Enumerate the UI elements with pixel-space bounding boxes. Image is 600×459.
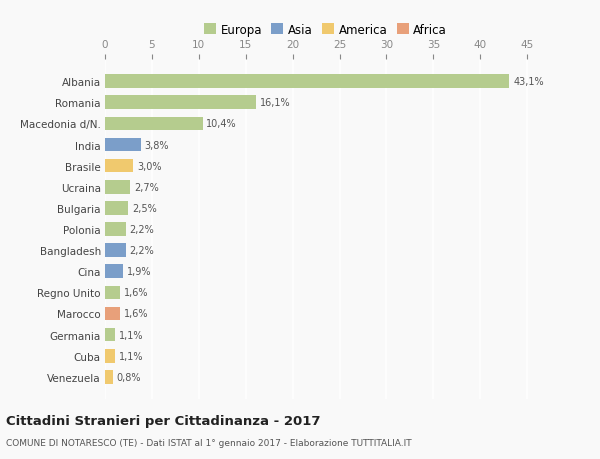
Text: 2,7%: 2,7% xyxy=(134,182,159,192)
Text: 43,1%: 43,1% xyxy=(513,77,544,87)
Bar xyxy=(105,244,125,257)
Text: 10,4%: 10,4% xyxy=(206,119,237,129)
Text: 3,0%: 3,0% xyxy=(137,161,161,171)
Text: 2,2%: 2,2% xyxy=(130,246,154,256)
Text: 0,8%: 0,8% xyxy=(116,372,141,382)
Bar xyxy=(105,117,203,131)
Bar xyxy=(105,202,128,215)
Bar xyxy=(105,223,125,236)
Text: 1,6%: 1,6% xyxy=(124,309,148,319)
Text: Cittadini Stranieri per Cittadinanza - 2017: Cittadini Stranieri per Cittadinanza - 2… xyxy=(6,414,320,428)
Text: 1,6%: 1,6% xyxy=(124,288,148,298)
Bar xyxy=(105,138,140,152)
Bar xyxy=(105,180,130,194)
Legend: Europa, Asia, America, Africa: Europa, Asia, America, Africa xyxy=(200,20,451,40)
Bar xyxy=(105,96,256,110)
Bar xyxy=(105,159,133,173)
Bar xyxy=(105,328,115,342)
Bar xyxy=(105,349,115,363)
Bar xyxy=(105,265,123,279)
Bar xyxy=(105,307,120,321)
Text: COMUNE DI NOTARESCO (TE) - Dati ISTAT al 1° gennaio 2017 - Elaborazione TUTTITAL: COMUNE DI NOTARESCO (TE) - Dati ISTAT al… xyxy=(6,438,412,447)
Text: 1,1%: 1,1% xyxy=(119,351,143,361)
Text: 1,1%: 1,1% xyxy=(119,330,143,340)
Text: 16,1%: 16,1% xyxy=(260,98,290,108)
Text: 1,9%: 1,9% xyxy=(127,267,151,277)
Bar xyxy=(105,286,120,300)
Text: 2,5%: 2,5% xyxy=(132,203,157,213)
Bar xyxy=(105,370,113,384)
Bar xyxy=(105,75,509,89)
Text: 2,2%: 2,2% xyxy=(130,224,154,235)
Text: 3,8%: 3,8% xyxy=(145,140,169,150)
